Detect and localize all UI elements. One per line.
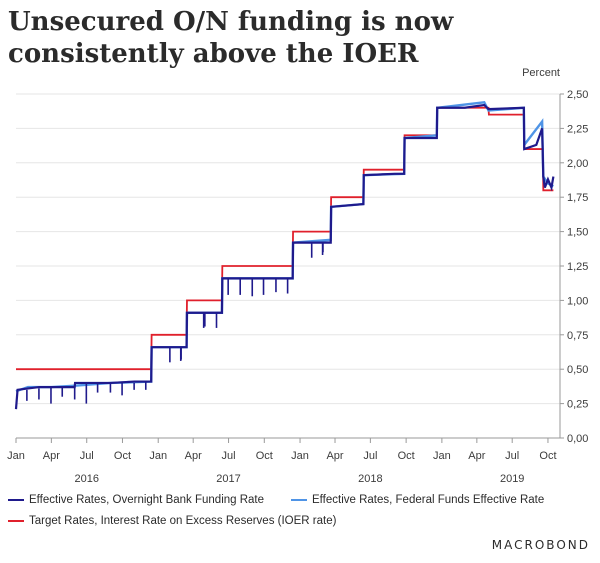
x-tick-label: Oct — [398, 450, 415, 462]
x-tick-label: Apr — [326, 450, 343, 462]
legend-swatch-ioer — [8, 520, 24, 522]
y-tick-label: 0,75 — [567, 330, 588, 342]
y-tick-label: 2,25 — [567, 123, 588, 135]
series-line-obfr — [14, 103, 555, 410]
legend-item-obfr: Effective Rates, Overnight Bank Funding … — [8, 494, 264, 506]
x-tick-label: Jan — [149, 450, 167, 462]
legend-label-effr: Effective Rates, Federal Funds Effective… — [312, 494, 545, 506]
x-year-label: 2016 — [74, 473, 98, 485]
y-tick-label: 0,25 — [567, 399, 588, 411]
legend-label-ioer: Target Rates, Interest Rate on Excess Re… — [29, 515, 337, 527]
x-tick-label: Jan — [433, 450, 451, 462]
y-tick-label: 2,00 — [567, 158, 588, 170]
legend-swatch-obfr — [8, 499, 24, 501]
x-tick-label: Jul — [80, 450, 94, 462]
series-line-effr — [15, 100, 554, 393]
x-tick-label: Oct — [539, 450, 556, 462]
y-tick-label: 1,00 — [567, 295, 588, 307]
x-tick-label: Apr — [43, 450, 60, 462]
x-tick-label: Jul — [363, 450, 377, 462]
y-tick-label: 0,00 — [567, 433, 588, 445]
x-year-label: 2017 — [216, 473, 240, 485]
x-tick-label: Jan — [291, 450, 309, 462]
series-line-ioer — [16, 106, 554, 371]
legend-swatch-effr — [291, 499, 307, 501]
y-tick-label: 1,50 — [567, 227, 588, 239]
y-tick-label: 2,50 — [567, 89, 588, 101]
x-tick-label: Apr — [185, 450, 202, 462]
x-tick-label: Jul — [505, 450, 519, 462]
x-tick-label: Jan — [7, 450, 25, 462]
axis-labels: 0,00 0,25 0,50 0,75 1,00 1,25 1,50 1,75 2,00 2,25… — [7, 67, 588, 485]
y-unit-label: Percent — [522, 67, 560, 79]
series-group — [14, 100, 555, 410]
legend-label-obfr: Effective Rates, Overnight Bank Funding … — [29, 494, 265, 506]
x-tick-label: Oct — [114, 450, 131, 462]
chart-title: Unsecured O/N funding is now consistentl… — [8, 7, 454, 69]
y-tick-label: 1,25 — [567, 261, 588, 273]
x-tick-label: Apr — [468, 450, 485, 462]
x-tick-label: Jul — [222, 450, 236, 462]
chart-area: 0,00 0,25 0,50 0,75 1,00 1,25 1,50 1,75 2,00 2,25… — [7, 67, 588, 485]
x-year-label: 2018 — [358, 473, 382, 485]
axes — [15, 93, 564, 443]
y-tick-label: 0,50 — [567, 364, 588, 376]
y-tick-label: 1,75 — [567, 192, 588, 204]
x-year-label: 2019 — [500, 473, 524, 485]
grid-lines — [16, 93, 560, 439]
x-tick-label: Oct — [256, 450, 273, 462]
brand-logo: MACROBOND — [491, 538, 590, 552]
legend-item-ioer: Target Rates, Interest Rate on Excess Re… — [8, 515, 336, 527]
legend-item-effr: Effective Rates, Federal Funds Effective… — [291, 494, 544, 506]
